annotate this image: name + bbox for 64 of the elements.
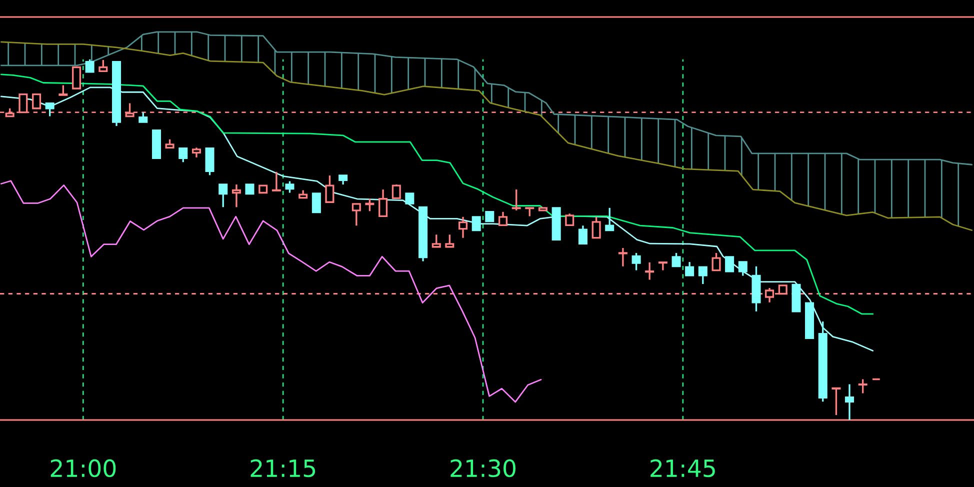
candlestick (645, 262, 654, 281)
candlestick (285, 180, 294, 194)
candlestick (72, 66, 82, 90)
x-tick-label: 21:45 (650, 459, 715, 478)
candlestick (698, 266, 708, 285)
candlestick (565, 212, 574, 226)
x-tick-label: 21:00 (50, 459, 116, 478)
candlestick (725, 256, 734, 272)
candlestick (152, 130, 162, 159)
candlestick (512, 188, 521, 212)
candlestick (752, 266, 761, 312)
candlestick (258, 184, 268, 194)
candlestick (45, 102, 54, 118)
candlestick (445, 234, 454, 248)
x-tick-label: 21:30 (450, 459, 516, 478)
candlestick (338, 174, 348, 186)
candlestick (578, 224, 588, 244)
candlestick (685, 261, 694, 276)
candlestick (472, 216, 481, 232)
candlestick (538, 207, 548, 212)
candlestick (805, 302, 814, 339)
candlestick (832, 387, 841, 416)
candlestick (818, 320, 828, 402)
candlestick (405, 192, 414, 204)
candlestick (844, 383, 854, 420)
candlestick (592, 216, 601, 239)
candlestick (85, 59, 94, 73)
candlestick (192, 146, 201, 158)
candlestick (245, 184, 254, 195)
candlestick (552, 207, 561, 240)
candlestick (352, 203, 361, 226)
candlestick (178, 148, 188, 163)
candlestick (312, 192, 321, 214)
candlestick (858, 378, 868, 394)
candlestick (792, 284, 801, 312)
candlestick (525, 207, 534, 218)
candlestick (392, 184, 401, 200)
candlestick (218, 184, 228, 208)
candlestick (605, 207, 614, 232)
candlestick (272, 171, 281, 192)
candlestick (365, 198, 374, 212)
candlestick (458, 216, 468, 239)
x-tick-label: 21:15 (250, 459, 316, 478)
candlestick (298, 189, 308, 199)
candlestick (378, 188, 388, 218)
candlestick (138, 111, 148, 123)
candlestick (58, 84, 68, 96)
candlestick (98, 59, 108, 72)
candlestick (165, 138, 174, 149)
candlestick (498, 211, 508, 226)
candlestick (418, 206, 428, 262)
candlestick (32, 93, 42, 110)
candlestick (712, 252, 721, 272)
candlestick (658, 262, 668, 272)
candlestick (325, 174, 334, 203)
candlestick (432, 234, 441, 248)
candlestick (738, 261, 748, 277)
candlestick (672, 252, 681, 268)
candlestick (618, 247, 628, 268)
candlestick (205, 148, 214, 176)
candlestick (485, 211, 494, 222)
candlestick (232, 184, 241, 208)
candlestick (112, 60, 122, 127)
candlestick (632, 252, 641, 272)
